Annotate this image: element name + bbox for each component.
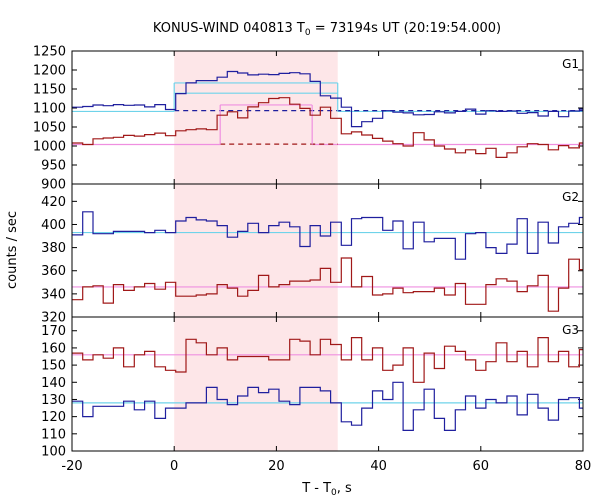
y-tick-label: 950 (41, 159, 66, 174)
series-line (72, 381, 583, 431)
x-tick-label: 0 (170, 459, 178, 474)
y-axis-title: counts / sec (5, 211, 20, 289)
chart-title-subscript: 0 (305, 28, 311, 38)
chart-title-rest: = 73194s UT (20:19:54.000) (311, 21, 501, 36)
series-line (72, 70, 583, 128)
plot-area: 900950100010501100115012001250G132034036… (33, 45, 591, 475)
y-tick-label: 1150 (33, 83, 66, 98)
y-tick-label: 130 (41, 393, 66, 408)
x-tick-label: 20 (268, 459, 285, 474)
panel-label: G3 (562, 323, 579, 337)
x-tick-label: 80 (575, 459, 592, 474)
y-tick-label: 420 (41, 195, 66, 210)
chart-title: KONUS-WIND 040813 T0 = 73194s UT (20:19:… (153, 21, 501, 38)
y-tick-label: 1250 (33, 45, 66, 60)
x-tick-label: 60 (473, 459, 490, 474)
y-tick-label: 100 (41, 445, 66, 460)
y-tick-label: 150 (41, 359, 66, 374)
y-tick-label: 900 (41, 178, 66, 193)
series-line (72, 211, 583, 260)
shaded-interval (174, 51, 338, 451)
y-tick-label: 1200 (33, 64, 66, 79)
x-tick-label: -20 (61, 459, 82, 474)
y-tick-label: 1050 (33, 121, 66, 136)
x-tick-label: 40 (370, 459, 387, 474)
y-tick-label: 340 (41, 287, 66, 302)
y-tick-label: 400 (41, 218, 66, 233)
y-tick-label: 110 (41, 427, 66, 442)
y-tick-label: 140 (41, 376, 66, 391)
y-tick-label: 1000 (33, 140, 66, 155)
y-tick-label: 360 (41, 264, 66, 279)
y-tick-label: 160 (41, 341, 66, 356)
series-line (72, 97, 583, 158)
panel-label: G1 (562, 57, 579, 71)
x-axis-title-subscript: 0 (331, 488, 337, 498)
x-axis-title-rest: , s (337, 481, 352, 496)
chart-title-main: KONUS-WIND 040813 T (153, 21, 305, 36)
y-tick-label: 320 (41, 311, 66, 326)
series-line (72, 337, 583, 383)
panel-g1: 900 950 1000 1050 1100 1150 1200 1250 G1 (33, 45, 584, 193)
x-axis-title: T - T0, s (301, 481, 352, 498)
panel-label: G2 (562, 190, 579, 204)
x-axis-title-main: T - T (301, 481, 331, 496)
series-line (72, 257, 583, 312)
y-tick-label: 1100 (33, 102, 66, 117)
y-tick-label: 120 (41, 410, 66, 425)
y-tick-label: 170 (41, 324, 66, 339)
panel-frame (71, 316, 584, 452)
y-tick-label: 380 (41, 241, 66, 256)
panel-g3: 100 110 120 130 140 150 160 170 G3 (41, 316, 584, 460)
